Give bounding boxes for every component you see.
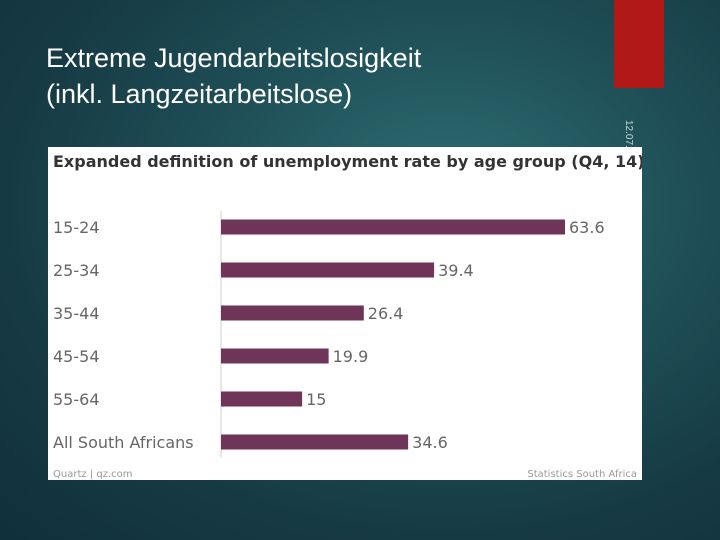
slide-title: Extreme Jugendarbeitslosigkeit (inkl. La… — [46, 40, 586, 112]
bar — [221, 348, 329, 364]
slide-title-line-1: Extreme Jugendarbeitslosigkeit — [46, 43, 422, 73]
source-right: Statistics South Africa — [527, 469, 637, 480]
bar-chart: Expanded definition of unemployment rate… — [53, 152, 642, 480]
category-label: 35-44 — [53, 304, 100, 323]
bar — [221, 391, 303, 407]
category-label: All South Africans — [53, 433, 194, 452]
bar-value-label: 34.6 — [412, 433, 448, 452]
bar-value-label: 63.6 — [569, 218, 605, 237]
bar-value-label: 39.4 — [438, 261, 474, 280]
slide-title-line-2: (inkl. Langzeitarbeitslose) — [46, 79, 353, 109]
chart-card: Expanded definition of unemployment rate… — [48, 147, 642, 480]
bar — [221, 305, 364, 321]
bar-value-label: 19.9 — [333, 347, 369, 366]
category-label: 15-24 — [53, 218, 100, 237]
category-label: 45-54 — [53, 347, 100, 366]
bar — [221, 262, 435, 278]
bar-value-label: 26.4 — [368, 304, 404, 323]
source-left: Quartz | qz.com — [53, 469, 132, 480]
bar — [221, 219, 565, 235]
bar — [221, 434, 409, 450]
accent-bar — [614, 0, 664, 88]
category-label: 25-34 — [53, 261, 100, 280]
chart-title: Expanded definition of unemployment rate… — [53, 152, 642, 171]
category-label: 55-64 — [53, 390, 100, 409]
bar-value-label: 15 — [306, 390, 326, 409]
